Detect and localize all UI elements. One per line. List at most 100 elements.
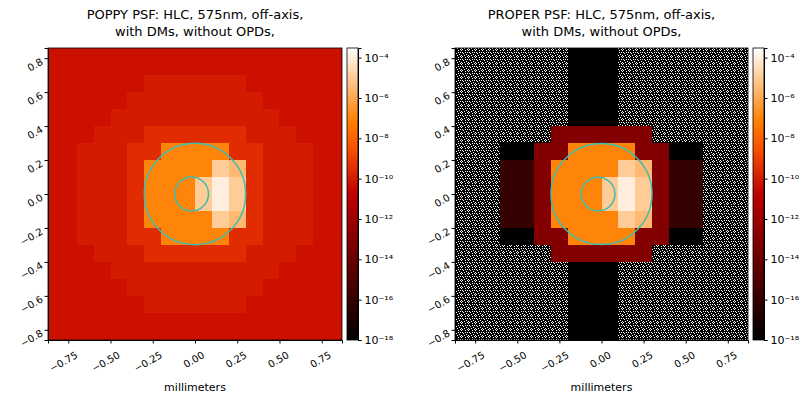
heatmap-cell xyxy=(279,279,296,297)
heatmap-cell xyxy=(500,58,517,76)
colorbar-tick: 10⁻¹⁶ xyxy=(764,294,800,307)
heatmap-cell xyxy=(77,245,94,263)
heatmap-cell xyxy=(517,126,534,144)
heatmap-cell xyxy=(229,92,246,110)
heatmap-cell xyxy=(568,75,585,93)
colorbar-tick-mark xyxy=(358,98,362,99)
heatmap-cell xyxy=(652,143,669,161)
heatmap-cell xyxy=(467,228,484,246)
heatmap-cell xyxy=(517,313,534,331)
heatmap-cell xyxy=(484,228,501,246)
heatmap-cell xyxy=(212,296,229,314)
y-tick-label: −0.2 xyxy=(18,226,45,248)
heatmap-cell xyxy=(500,126,517,144)
heatmap-cell xyxy=(551,48,568,59)
colorbar-tick-label: 10⁻¹⁸ xyxy=(365,334,394,347)
heatmap-cell xyxy=(652,194,669,212)
heatmap-cell xyxy=(618,177,635,195)
x-tick-label: 0.25 xyxy=(630,349,655,370)
heatmap-cell xyxy=(161,279,178,297)
heatmap-cell xyxy=(686,228,703,246)
heatmap-cell xyxy=(279,177,296,195)
x-tick: 0.50 xyxy=(672,340,697,370)
y-tick-mark xyxy=(45,262,49,263)
heatmap-cell xyxy=(568,296,585,314)
heatmap-cell xyxy=(94,109,111,127)
heatmap-cell xyxy=(467,245,484,263)
heatmap-cell xyxy=(178,313,195,331)
heatmap-cell xyxy=(77,296,94,314)
colorbar-tick: 10⁻⁶ xyxy=(764,92,795,105)
heatmap-cell xyxy=(719,177,736,195)
heatmap-cell xyxy=(500,313,517,331)
heatmap-cell xyxy=(144,245,161,263)
heatmap-cell xyxy=(263,126,280,144)
heatmap-cell xyxy=(111,245,128,263)
colorbar-tick: 10⁻¹⁸ xyxy=(764,334,800,347)
heatmap-cell xyxy=(551,126,568,144)
heatmap-cell xyxy=(500,143,517,161)
heatmap-cell xyxy=(212,126,229,144)
heatmap-cell xyxy=(212,143,229,161)
heatmap-cell xyxy=(195,48,212,59)
heatmap-cell xyxy=(60,92,77,110)
heatmap-cell xyxy=(111,109,128,127)
heatmap-cell xyxy=(467,126,484,144)
heatmap-cell xyxy=(484,296,501,314)
heatmap-cell xyxy=(111,313,128,331)
y-tick: −0.8 xyxy=(425,328,455,350)
heatmap-cell xyxy=(484,330,501,340)
heatmap-cell xyxy=(212,330,229,340)
heatmap-cell xyxy=(669,330,686,340)
panel: −0.75−0.50−0.250.000.250.500.75−0.8−0.6−… xyxy=(425,7,800,394)
heatmap-cell xyxy=(127,313,144,331)
heatmap-cell xyxy=(703,313,720,331)
heatmap-cell xyxy=(585,194,602,212)
colorbar-tick: 10⁻¹² xyxy=(358,213,393,226)
heatmap-cell xyxy=(127,58,144,76)
heatmap-cell xyxy=(246,92,263,110)
heatmap-cell xyxy=(602,330,619,340)
x-tick-mark xyxy=(517,340,518,344)
heatmap-cell xyxy=(111,279,128,297)
heatmap-cell xyxy=(263,211,280,229)
heatmap-cell xyxy=(127,211,144,229)
y-tick-label: 0.6 xyxy=(25,90,44,107)
heatmap-cell xyxy=(703,177,720,195)
colorbar-tick-label: 10⁻⁴ xyxy=(771,52,796,65)
heatmap-cell xyxy=(296,177,313,195)
heatmap-cell xyxy=(736,92,748,110)
heatmap-cell xyxy=(330,262,342,280)
heatmap-cell xyxy=(195,75,212,93)
heatmap-cell xyxy=(585,109,602,127)
x-tick-mark xyxy=(237,340,238,344)
heatmap-cell xyxy=(127,92,144,110)
y-tick-mark xyxy=(452,296,456,297)
heatmap-cell xyxy=(686,143,703,161)
x-tick-label: 0.25 xyxy=(224,349,249,370)
colorbar-tick: 10⁻¹⁶ xyxy=(358,294,394,307)
colorbar-tick-label: 10⁻⁶ xyxy=(771,92,796,105)
heatmap-cell xyxy=(534,177,551,195)
heatmap-cell xyxy=(127,245,144,263)
heatmap-cell xyxy=(585,313,602,331)
heatmap-cell xyxy=(669,58,686,76)
heatmap-cell xyxy=(48,296,60,314)
heatmap-cell xyxy=(686,160,703,178)
colorbar-tick: 10⁻¹⁰ xyxy=(764,173,800,186)
heatmap-cell xyxy=(246,143,263,161)
heatmap-cell xyxy=(161,126,178,144)
heatmap-cell xyxy=(161,262,178,280)
heatmap-cell xyxy=(652,313,669,331)
heatmap-cell xyxy=(77,279,94,297)
colorbar-tick-label: 10⁻⁸ xyxy=(771,132,796,145)
heatmap-cell xyxy=(313,58,330,76)
heatmap-cell xyxy=(77,126,94,144)
y-tick-label: −0.2 xyxy=(425,226,452,248)
heatmap-cell xyxy=(669,194,686,212)
heatmap-cell xyxy=(48,211,60,229)
heatmap-cell xyxy=(635,296,652,314)
chart-title: POPPY PSF: HLC, 575nm, off-axis,with DMs… xyxy=(87,7,304,39)
heatmap-cell xyxy=(313,160,330,178)
heatmap-cell xyxy=(144,126,161,144)
